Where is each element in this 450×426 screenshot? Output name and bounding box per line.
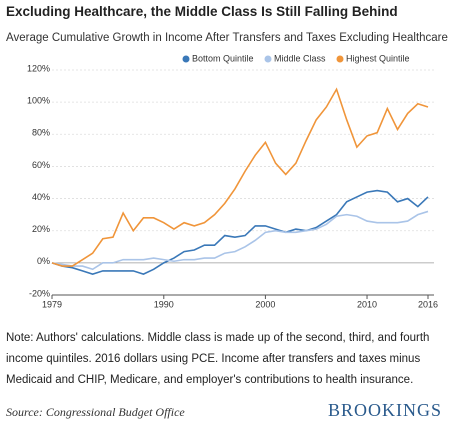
legend-marker <box>264 55 272 63</box>
chart-title: Excluding Healthcare, the Middle Class I… <box>6 4 398 19</box>
y-tick-label: 20% <box>32 224 50 234</box>
brand: BROOKINGS <box>327 400 442 420</box>
y-tick-label: 80% <box>32 128 50 138</box>
x-tick-label: 1990 <box>154 299 174 309</box>
legend-label: Bottom Quintile <box>192 53 254 63</box>
y-tick-label: -20% <box>29 288 50 298</box>
chart-subtitle: Average Cumulative Growth in Income Afte… <box>6 32 448 44</box>
series-line <box>51 87 429 267</box>
y-tick-label: 120% <box>27 63 50 73</box>
x-tick-label: 2016 <box>418 299 438 309</box>
note: Note: Authors' calculations. Middle clas… <box>6 332 430 386</box>
x-tick-label: 1979 <box>42 299 62 309</box>
x-tick-label: 2010 <box>357 299 377 309</box>
series-line <box>51 189 429 275</box>
series-line <box>51 210 429 271</box>
legend-marker <box>336 55 344 63</box>
legend-label: Highest Quintile <box>346 53 410 63</box>
source: Source: Congressional Budget Office <box>6 405 185 419</box>
y-tick-label: 60% <box>32 160 50 170</box>
y-tick-label: 40% <box>32 192 50 202</box>
chart: -20% 0% 20% 40% 60% 80% 100% 120% 1979 1990 2000 20… <box>27 53 438 309</box>
y-tick-label: 0% <box>37 256 50 266</box>
legend-label: Middle Class <box>274 53 326 63</box>
x-tick-label: 2000 <box>255 299 275 309</box>
legend-marker <box>182 55 190 63</box>
y-tick-label: 100% <box>27 96 50 106</box>
